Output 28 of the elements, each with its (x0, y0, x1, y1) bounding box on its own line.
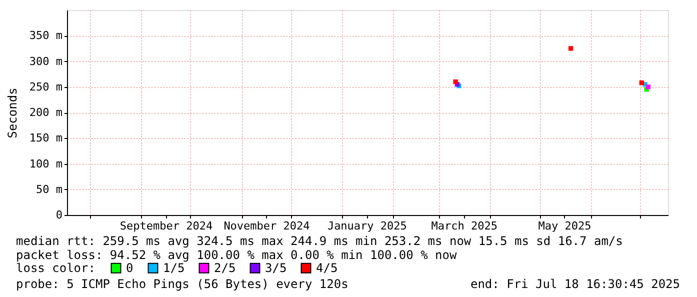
point (453, 79, 458, 84)
x-tick-label: September 2024 (120, 220, 214, 232)
legend-label: 2/5 (214, 261, 236, 276)
legend-label: 1/5 (163, 261, 185, 276)
text: end: Fri Jul 18 16:30:45 2025 (470, 277, 680, 291)
x-tick-label: January 2025 (327, 220, 407, 232)
point (646, 84, 651, 90)
y-tick-label: 50 m (36, 182, 63, 196)
x-tick-label: May 2025 (538, 220, 592, 232)
text: probe: 5 ICMP Echo Pings (56 Bytes) every 120s (16, 277, 348, 291)
y-tick-label: 250 m (29, 80, 63, 94)
y-tick-label: 300 m (29, 54, 63, 68)
y-axis-title: Seconds (5, 88, 20, 138)
legend-label: 0 (126, 261, 134, 276)
x-tick-label: March 2025 (431, 220, 498, 232)
y-tick-label: 100 m (29, 157, 63, 170)
text: packet loss: 94.52 % avg 100.00 % max 0.00 % min 100.00 % now (16, 248, 458, 262)
y-tick-label: 200 m (29, 106, 63, 119)
y-tick-label: 150 m (29, 132, 63, 145)
y-tick-label: 350 m (29, 29, 63, 42)
legend-title: loss color: (16, 261, 96, 275)
text: median rtt: 259.5 ms avg 324.5 ms max 244.9 ms min 253.2 ms now 15.5 ms sd 16.7 am/s (16, 234, 623, 248)
point (639, 80, 644, 86)
legend-label: 4/5 (316, 261, 338, 276)
y-tick-label: 0 (56, 208, 62, 222)
point (568, 46, 574, 51)
x-tick-label: November 2024 (224, 220, 310, 232)
legend-label: 3/5 (265, 261, 287, 276)
